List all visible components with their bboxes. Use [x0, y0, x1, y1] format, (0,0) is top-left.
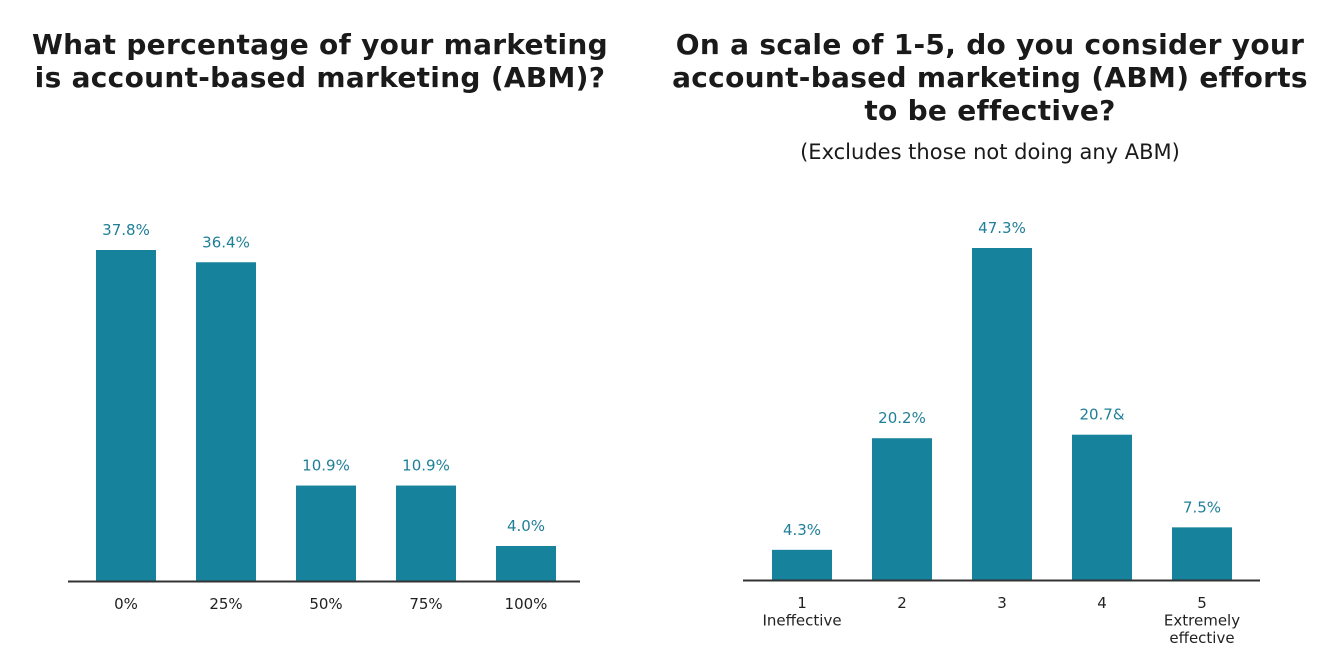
left-bar	[496, 545, 556, 581]
right-bar	[972, 248, 1032, 580]
left-value-label: 37.8%	[102, 221, 150, 239]
right-tick-label: 2	[897, 594, 907, 612]
right-bar	[872, 438, 932, 580]
left-tick-label: 75%	[409, 595, 442, 613]
right-title-line: On a scale of 1-5, do you consider your	[675, 28, 1305, 61]
right-bar	[1072, 434, 1132, 580]
right-value-label: 47.3%	[978, 219, 1026, 237]
right-tick-label: 5	[1197, 594, 1207, 612]
left-value-label: 10.9%	[302, 457, 350, 475]
right-tick-label: 1	[797, 594, 807, 612]
right-title-line: account-based marketing (ABM) efforts	[672, 61, 1308, 94]
left-bar	[396, 485, 456, 581]
right-tick-label: 3	[997, 594, 1007, 612]
right-tick-label: Extremely	[1164, 612, 1240, 630]
right-bar	[772, 549, 832, 580]
right-chart-subtitle: (Excludes those not doing any ABM)	[800, 140, 1180, 164]
right-bar	[1172, 527, 1232, 580]
right-chart-title: On a scale of 1-5, do you consider your …	[660, 28, 1320, 127]
left-chart-title: What percentage of your marketing is acc…	[20, 28, 620, 94]
left-bar	[296, 485, 356, 581]
right-value-label: 4.3%	[783, 521, 821, 539]
left-bar	[96, 250, 156, 581]
left-title-line: is account-based marketing (ABM)?	[34, 61, 606, 94]
left-value-label: 36.4%	[202, 233, 250, 251]
left-bar	[196, 262, 256, 581]
left-tick-label: 50%	[309, 595, 342, 613]
left-tick-label: 25%	[209, 595, 242, 613]
right-value-label: 20.2%	[878, 409, 926, 427]
left-tick-label: 0%	[114, 595, 138, 613]
left-value-label: 10.9%	[402, 457, 450, 475]
right-tick-label: Ineffective	[762, 612, 841, 630]
right-value-label: 7.5%	[1183, 498, 1221, 516]
left-title-line: What percentage of your marketing	[31, 28, 608, 61]
right-value-label: 20.7&	[1079, 406, 1124, 424]
right-tick-label: effective	[1169, 629, 1234, 647]
left-tick-label: 100%	[505, 595, 548, 613]
left-value-label: 4.0%	[507, 517, 545, 535]
right-title-line: to be effective?	[864, 94, 1116, 127]
right-tick-label: 4	[1097, 594, 1107, 612]
